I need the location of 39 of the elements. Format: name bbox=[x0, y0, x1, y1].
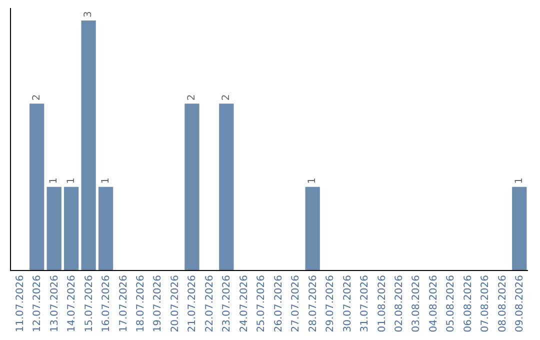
x-tick-label: 27.07.2026 bbox=[290, 275, 302, 332]
x-tick-label: 13.07.2026 bbox=[49, 275, 60, 332]
data-label: 1 bbox=[48, 177, 60, 184]
x-tick-label: 30.07.2026 bbox=[342, 275, 354, 332]
x-tick-label: 31.07.2026 bbox=[360, 275, 371, 332]
x-tick-label: 05.08.2026 bbox=[446, 275, 457, 332]
data-label: 2 bbox=[31, 94, 42, 101]
x-tick-label: 28.07.2026 bbox=[308, 275, 319, 332]
x-tick-label: 07.08.2026 bbox=[480, 275, 492, 332]
data-label: 1 bbox=[66, 177, 77, 184]
x-tick-label: 25.07.2026 bbox=[256, 275, 268, 332]
x-tick-label: 14.07.2026 bbox=[66, 275, 78, 332]
data-label: 2 bbox=[186, 94, 198, 101]
data-label: 2 bbox=[220, 94, 232, 101]
x-tick-label: 26.07.2026 bbox=[273, 275, 284, 332]
data-label: 1 bbox=[514, 177, 525, 184]
x-tick-label: 02.08.2026 bbox=[394, 275, 405, 332]
x-tick-label: 20.07.2026 bbox=[170, 275, 181, 332]
x-tick-label: 09.08.2026 bbox=[514, 275, 526, 332]
x-tick-label: 18.07.2026 bbox=[136, 275, 146, 332]
x-tick-label: 23.07.2026 bbox=[222, 275, 233, 332]
data-label: 1 bbox=[100, 177, 112, 184]
x-tick-label: 16.07.2026 bbox=[101, 275, 112, 332]
x-tick-label: 15.07.2026 bbox=[84, 275, 95, 332]
x-tick-label: 19.07.2026 bbox=[152, 275, 164, 332]
data-label: 1 bbox=[307, 177, 318, 184]
x-tick-label: 11.07.2026 bbox=[14, 275, 26, 332]
x-tick-label: 01.08.2026 bbox=[376, 275, 388, 332]
x-tick-label: 24.07.2026 bbox=[238, 275, 250, 332]
data-label: 3 bbox=[83, 11, 94, 18]
x-tick-label: 21.07.2026 bbox=[187, 275, 198, 332]
x-tick-label: 08.08.2026 bbox=[497, 275, 508, 332]
x-tick-label: 22.07.2026 bbox=[204, 275, 216, 332]
x-tick-label: 29.07.2026 bbox=[325, 275, 336, 332]
x-tick-label: 12.07.2026 bbox=[32, 275, 44, 332]
x-tick-label: 04.08.2026 bbox=[428, 275, 440, 332]
x-tick-label: 06.08.2026 bbox=[462, 275, 474, 332]
x-tick-label: 03.08.2026 bbox=[411, 275, 422, 332]
x-tick-label: 17.07.2026 bbox=[118, 275, 130, 332]
